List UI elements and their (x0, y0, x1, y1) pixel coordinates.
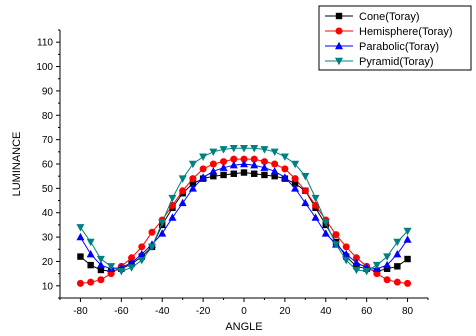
data-point (302, 187, 309, 194)
data-point (77, 280, 84, 287)
data-point (220, 172, 226, 178)
data-point (281, 153, 289, 160)
y-tick-label: 100 (36, 62, 53, 73)
data-point (394, 263, 400, 269)
data-point (76, 233, 84, 240)
data-point (138, 243, 145, 250)
data-point (301, 173, 309, 180)
data-point (241, 169, 247, 175)
data-point (168, 213, 176, 220)
y-axis-title: LUMINANCE (11, 132, 23, 197)
legend-label: Parabolic(Toray) (359, 41, 439, 53)
data-point (383, 253, 391, 260)
y-tick-label: 90 (42, 86, 54, 97)
data-point (271, 149, 279, 156)
data-point (76, 224, 84, 231)
legend-label: Hemisphere(Toray) (359, 26, 453, 38)
legend-marker (336, 28, 343, 35)
data-point (138, 257, 146, 264)
y-tick-label: 110 (37, 38, 53, 49)
data-point (251, 171, 257, 177)
y-tick-label: 60 (42, 160, 54, 171)
x-tick-label: 80 (402, 306, 414, 317)
data-point (87, 250, 95, 257)
data-point (200, 165, 207, 172)
data-point (199, 153, 207, 160)
y-tick-label: 30 (42, 233, 54, 244)
y-tick-label: 20 (42, 257, 54, 268)
x-tick-label: 0 (241, 306, 247, 317)
y-tick-label: 50 (42, 184, 54, 195)
legend-label: Pyramid(Toray) (359, 56, 434, 68)
y-tick-label: 10 (42, 281, 54, 292)
x-axis-title: ANGLE (225, 321, 262, 333)
x-tick-label: -40 (155, 306, 170, 317)
data-point (404, 235, 412, 242)
data-point (394, 279, 401, 286)
data-point (261, 172, 267, 178)
legend: Cone(Toray) Hemisphere(Toray) Parabolic(To… (319, 6, 471, 70)
data-point (231, 171, 237, 177)
data-point (87, 279, 94, 286)
data-point (209, 149, 217, 156)
y-tick-label: 40 (42, 208, 54, 219)
series-3 (76, 160, 411, 272)
series-line (80, 164, 407, 269)
x-tick-label: 60 (361, 306, 373, 317)
legend-marker (336, 13, 342, 19)
y-tick-label: 70 (42, 135, 54, 146)
legend-label: Cone(Toray) (359, 11, 420, 23)
data-point (189, 175, 196, 182)
data-point (312, 213, 320, 220)
data-point (87, 239, 95, 246)
data-point (189, 161, 197, 168)
data-point (393, 250, 401, 257)
x-tick-label: 20 (279, 306, 291, 317)
data-point (97, 276, 104, 283)
x-tick-label: -20 (196, 306, 211, 317)
data-point (281, 165, 288, 172)
x-tick-label: -80 (73, 306, 88, 317)
data-point (333, 231, 340, 238)
data-point (179, 175, 187, 182)
x-tick-label: -60 (114, 306, 129, 317)
data-point (149, 229, 156, 236)
data-point (384, 276, 391, 283)
data-point (343, 243, 350, 250)
data-point (77, 253, 83, 259)
series-1 (77, 169, 411, 274)
series-layer (76, 145, 411, 287)
data-point (404, 256, 410, 262)
data-point (271, 161, 278, 168)
data-point (210, 161, 217, 168)
x-tick-label: 40 (320, 306, 332, 317)
data-point (393, 239, 401, 246)
data-point (87, 262, 93, 268)
data-point (292, 175, 299, 182)
data-point (404, 280, 411, 287)
y-tick-label: 80 (42, 111, 54, 122)
data-point (179, 187, 186, 194)
